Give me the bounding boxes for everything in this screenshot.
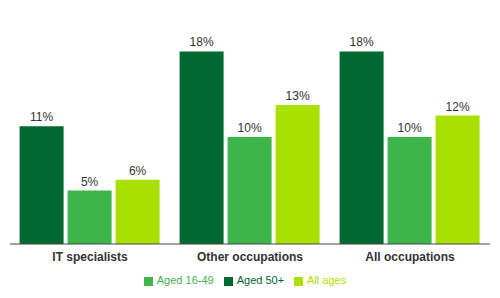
html-text:Aged 50+: Aged 50+	[236, 274, 285, 286]
svg-text:10%: 10%	[238, 121, 262, 135]
svg-text:Other occupations: Other occupations	[197, 250, 303, 264]
html-text:Aged 16-49: Aged 16-49	[156, 274, 214, 286]
svg-text:5%: 5%	[81, 175, 99, 189]
svg-text:18%: 18%	[190, 35, 214, 49]
html-text:All ages: All ages	[307, 274, 347, 286]
svg-text:10%: 10%	[398, 121, 422, 135]
svg-text:11%: 11%	[30, 110, 53, 124]
svg-text:13%: 13%	[286, 89, 310, 103]
svg-text:IT specialists: IT specialists	[52, 250, 128, 264]
svg-text:12%: 12%	[446, 100, 470, 114]
svg-text:18%: 18%	[350, 35, 374, 49]
svg-text:All occupations: All occupations	[365, 250, 455, 264]
svg-text:6%: 6%	[129, 164, 147, 178]
